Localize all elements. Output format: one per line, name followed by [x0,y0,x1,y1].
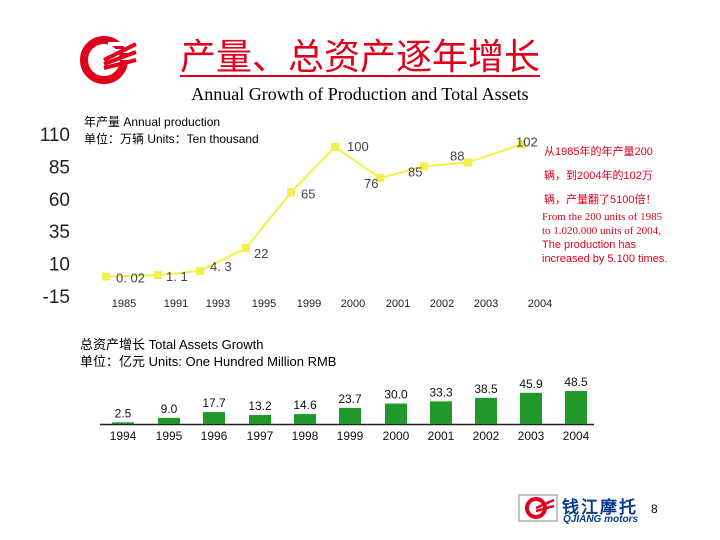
bar-data-label: 48.5 [564,375,588,389]
bar-data-label: 14.6 [293,398,317,412]
annotation-cn-line: 辆，产量翻了5100倍！ [544,194,657,206]
bar-data-label: 38.5 [474,382,498,396]
data-point [518,140,526,149]
data-point [242,244,250,253]
x-tick-label: 1994 [110,429,137,443]
production-series-line [105,143,523,278]
x-tick-label: 1999 [337,429,364,443]
bar-data-label: 9.0 [161,402,178,416]
bar-data-label: 45.9 [519,377,543,391]
bar-data-label: 30.0 [384,388,408,402]
assets-caption-line1: 总资产增长 Total Assets Growth [80,337,264,352]
x-tick-label: 2004 [563,429,590,443]
data-label: 100 [347,139,369,154]
bar [430,401,452,424]
bar [565,391,587,424]
x-tick-label: 1997 [247,429,274,443]
bar [249,415,271,424]
data-label: 88 [450,149,464,164]
y-tick-label: 110 [40,125,70,146]
data-label: 4. 3 [210,259,232,274]
x-tick-label: 2002 [473,429,500,443]
x-tick-label: 1991 [164,298,188,310]
logo-text-en: QJIANG motors [563,514,639,525]
bar [112,422,134,424]
bar-data-label: 33.3 [429,385,453,399]
bar [385,403,407,424]
data-label: 65 [301,186,315,201]
data-label: 0. 02 [116,271,145,286]
y-tick-label: -15 [43,287,70,308]
bar-data-label: 13.2 [248,399,272,413]
data-label: 22 [254,246,268,261]
production-caption-line1: 年产量 Annual production [84,115,221,129]
x-tick-label: 2003 [474,298,498,310]
production-annotation-cn: 从1985年的年产量200 辆，到2004年的102万 辆，产量翻了5100倍！ [544,144,694,208]
y-tick-label: 35 [49,222,70,243]
data-label: 102 [516,134,538,149]
page-title: 产量、总资产逐年增长 [179,37,540,78]
assets-caption-line2: 单位：亿元 Units: One Hundred Million RMB [80,354,337,369]
annotation-en-line: From the 200 units of 1985 [542,211,663,223]
x-tick-label: 2000 [341,298,365,310]
annotation-en-line: increased by 5.100 times. [542,253,668,265]
annotation-en-line: The production has [542,239,637,251]
x-tick-label: 1985 [112,298,136,310]
y-tick-label: 85 [49,157,70,178]
y-tick-label: 10 [49,255,70,276]
bar [294,414,316,424]
data-point [464,158,472,167]
assets-bar-chart: 2.5 1994 9.0 1995 17.7 1996 13.2 1997 14.6 1998 23… [100,375,594,443]
bar [339,407,361,424]
bar-data-label: 2.5 [115,406,132,420]
data-point [331,142,339,151]
data-point [287,188,295,197]
production-caption-line2: 单位：万辆 Units：Ten thousand [84,132,259,146]
x-tick-label: 2003 [518,429,545,443]
y-tick-label: 60 [49,190,70,211]
annotation-en-line: to 1.020.000 units of 2004, [542,225,661,237]
production-annotation-en: From the 200 units of 1985 to 1.020.000 … [542,210,702,266]
annotation-cn-line: 辆，到2004年的102万 [544,170,653,182]
bar-data-label: 17.7 [202,396,226,410]
x-tick-label: 2001 [386,298,410,310]
data-point [376,174,384,183]
x-tick-label: 2000 [383,429,410,443]
x-tick-label: 1995 [252,298,276,310]
x-tick-label: 1998 [292,429,319,443]
x-tick-label: 2001 [428,429,455,443]
bar-data-label: 23.7 [338,392,362,406]
x-tick-label: 2004 [528,298,552,310]
x-tick-label: 1993 [206,298,230,310]
data-label: 1. 1 [166,269,188,284]
x-tick-label: 1995 [156,429,183,443]
data-point [102,272,110,281]
data-point [196,266,204,275]
page-subtitle: Annual Growth of Production and Total As… [191,84,529,104]
production-line-chart: 110 85 60 35 10 -15 0. 02 1. 1 4. 3 22 65 100 76 85 88… [40,125,553,310]
bar [158,417,180,424]
bar [520,392,542,424]
x-tick-label: 1999 [297,298,321,310]
page-number: 8 [651,502,658,516]
data-point [420,162,428,171]
qjiang-logo-icon [518,494,558,522]
annotation-cn-line: 从1985年的年产量200 [544,146,653,158]
data-label: 85 [408,164,422,179]
x-tick-label: 2002 [430,298,454,310]
bar [475,397,497,424]
x-tick-label: 1996 [201,429,228,443]
bar [203,411,225,424]
company-logo-icon [80,36,140,84]
data-point [154,271,162,280]
data-label: 76 [364,176,378,191]
logo-text-cn: 钱江摩托 [562,498,638,517]
